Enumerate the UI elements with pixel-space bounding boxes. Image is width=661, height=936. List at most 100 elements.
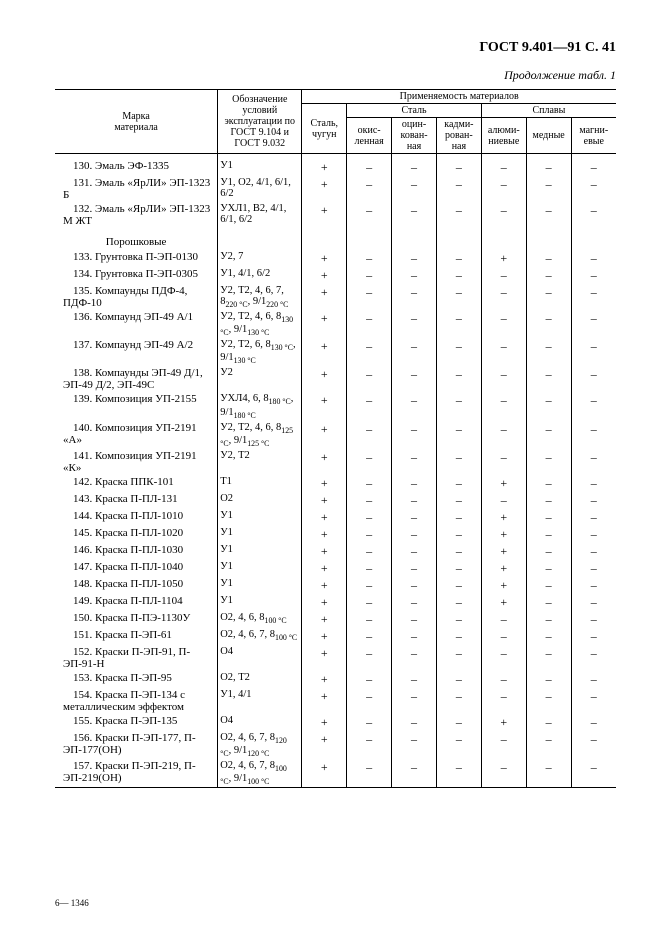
material-cell: 151. Краска П-ЭП-61 xyxy=(55,628,218,645)
mark-cell: – xyxy=(436,714,481,731)
mark-cell: – xyxy=(571,731,616,759)
mark-cell: – xyxy=(436,176,481,202)
mark-cell: – xyxy=(571,714,616,731)
mark-cell: – xyxy=(481,688,526,714)
mark-cell: + xyxy=(481,250,526,267)
empty-cell xyxy=(347,228,392,250)
mark-cell: – xyxy=(526,577,571,594)
mark-cell: – xyxy=(481,492,526,509)
condition-cell: У2, Т2, 4, 6, 8125 °C, 9/1125 °C xyxy=(218,421,302,449)
mark-cell: – xyxy=(571,628,616,645)
mark-cell: – xyxy=(436,475,481,492)
mark-cell: + xyxy=(481,526,526,543)
th-material-text: Марка материала xyxy=(114,111,158,133)
material-cell: 130. Эмаль ЭФ-1335 xyxy=(55,159,218,176)
th-steel-group: Сталь xyxy=(347,104,482,118)
condition-cell: О4 xyxy=(218,645,302,671)
mark-cell: – xyxy=(347,392,392,420)
table-row: 134. Грунтовка П-ЭП-0305У1, 4/1, 6/2+–––… xyxy=(55,267,616,284)
material-cell: 138. Компаунды ЭП-49 Д/1, ЭП-49 Д/2, ЭП-… xyxy=(55,366,218,392)
material-cell: 131. Эмаль «ЯрЛИ» ЭП-1323 Б xyxy=(55,176,218,202)
mark-cell: + xyxy=(302,688,347,714)
material-cell: 142. Краска ППК-101 xyxy=(55,475,218,492)
th-applicability: Применяемость материалов xyxy=(302,90,616,104)
th-mag-text: магни- евые xyxy=(579,125,608,147)
empty-cell xyxy=(302,228,347,250)
mark-cell: – xyxy=(347,560,392,577)
th-ocink: оцин- кован- ная xyxy=(392,118,437,154)
mark-cell: – xyxy=(571,392,616,420)
mark-cell: – xyxy=(481,284,526,310)
table-row: 142. Краска ППК-101Т1+–––+–– xyxy=(55,475,616,492)
condition-cell: У2 xyxy=(218,366,302,392)
mark-cell: – xyxy=(392,392,437,420)
mark-cell: – xyxy=(392,366,437,392)
mark-cell: + xyxy=(302,731,347,759)
th-material: Марка материала xyxy=(55,90,218,154)
th-steel-group-text: Сталь xyxy=(401,105,426,116)
material-cell: 134. Грунтовка П-ЭП-0305 xyxy=(55,267,218,284)
mark-cell: – xyxy=(436,543,481,560)
mark-cell: + xyxy=(302,492,347,509)
section-heading: Порошковые xyxy=(55,228,218,250)
mark-cell: – xyxy=(481,671,526,688)
table-row: 152. Краски П-ЭП-91, П-ЭП-91-НО4+–––––– xyxy=(55,645,616,671)
mark-cell: – xyxy=(526,392,571,420)
condition-cell: О2, 4, 6, 7, 8120 °C, 9/1120 °C xyxy=(218,731,302,759)
material-cell: 137. Компаунд ЭП-49 А/2 xyxy=(55,338,218,366)
empty-cell xyxy=(571,228,616,250)
empty-cell xyxy=(392,228,437,250)
mark-cell: – xyxy=(347,759,392,788)
mark-cell: – xyxy=(526,671,571,688)
mark-cell: – xyxy=(347,492,392,509)
material-cell: 140. Композиция УП-2191 «А» xyxy=(55,421,218,449)
table-row: 138. Компаунды ЭП-49 Д/1, ЭП-49 Д/2, ЭП-… xyxy=(55,366,616,392)
mark-cell: – xyxy=(571,594,616,611)
mark-cell: – xyxy=(526,449,571,475)
mark-cell: – xyxy=(481,159,526,176)
condition-cell: У1 xyxy=(218,509,302,526)
mark-cell: – xyxy=(392,310,437,338)
condition-cell: У2, 7 xyxy=(218,250,302,267)
mark-cell: + xyxy=(302,714,347,731)
mark-cell: + xyxy=(481,543,526,560)
mark-cell: – xyxy=(392,267,437,284)
mark-cell: + xyxy=(302,611,347,628)
mark-cell: – xyxy=(347,421,392,449)
mark-cell: – xyxy=(392,250,437,267)
mark-cell: + xyxy=(302,543,347,560)
material-cell: 145. Краска П-ПЛ-1020 xyxy=(55,526,218,543)
material-cell: 149. Краска П-ПЛ-1104 xyxy=(55,594,218,611)
mark-cell: – xyxy=(347,526,392,543)
mark-cell: – xyxy=(481,202,526,228)
mark-cell: – xyxy=(436,577,481,594)
mark-cell: – xyxy=(526,475,571,492)
mark-cell: + xyxy=(302,509,347,526)
mark-cell: – xyxy=(436,449,481,475)
mark-cell: – xyxy=(436,310,481,338)
mark-cell: – xyxy=(347,338,392,366)
mark-cell: – xyxy=(392,628,437,645)
mark-cell: + xyxy=(302,366,347,392)
condition-cell: У1, 4/1 xyxy=(218,688,302,714)
mark-cell: – xyxy=(481,267,526,284)
mark-cell: – xyxy=(436,284,481,310)
mark-cell: – xyxy=(571,176,616,202)
mark-cell: – xyxy=(392,509,437,526)
th-kadmi-text: кадми- рован- ная xyxy=(444,119,473,152)
mark-cell: – xyxy=(392,421,437,449)
mark-cell: + xyxy=(481,577,526,594)
mark-cell: – xyxy=(481,421,526,449)
mark-cell: – xyxy=(436,202,481,228)
mark-cell: – xyxy=(347,688,392,714)
mark-cell: – xyxy=(526,366,571,392)
material-cell: 147. Краска П-ПЛ-1040 xyxy=(55,560,218,577)
table-row: 155. Краска П-ЭП-135О4+–––+–– xyxy=(55,714,616,731)
condition-cell: У1, О2, 4/1, 6/1, 6/2 xyxy=(218,176,302,202)
condition-cell: У2, Т2, 4, 6, 7, 8220 °C, 9/1220 °C xyxy=(218,284,302,310)
mark-cell: – xyxy=(526,509,571,526)
mark-cell: + xyxy=(302,594,347,611)
mark-cell: – xyxy=(526,526,571,543)
mark-cell: – xyxy=(392,731,437,759)
mark-cell: – xyxy=(436,759,481,788)
